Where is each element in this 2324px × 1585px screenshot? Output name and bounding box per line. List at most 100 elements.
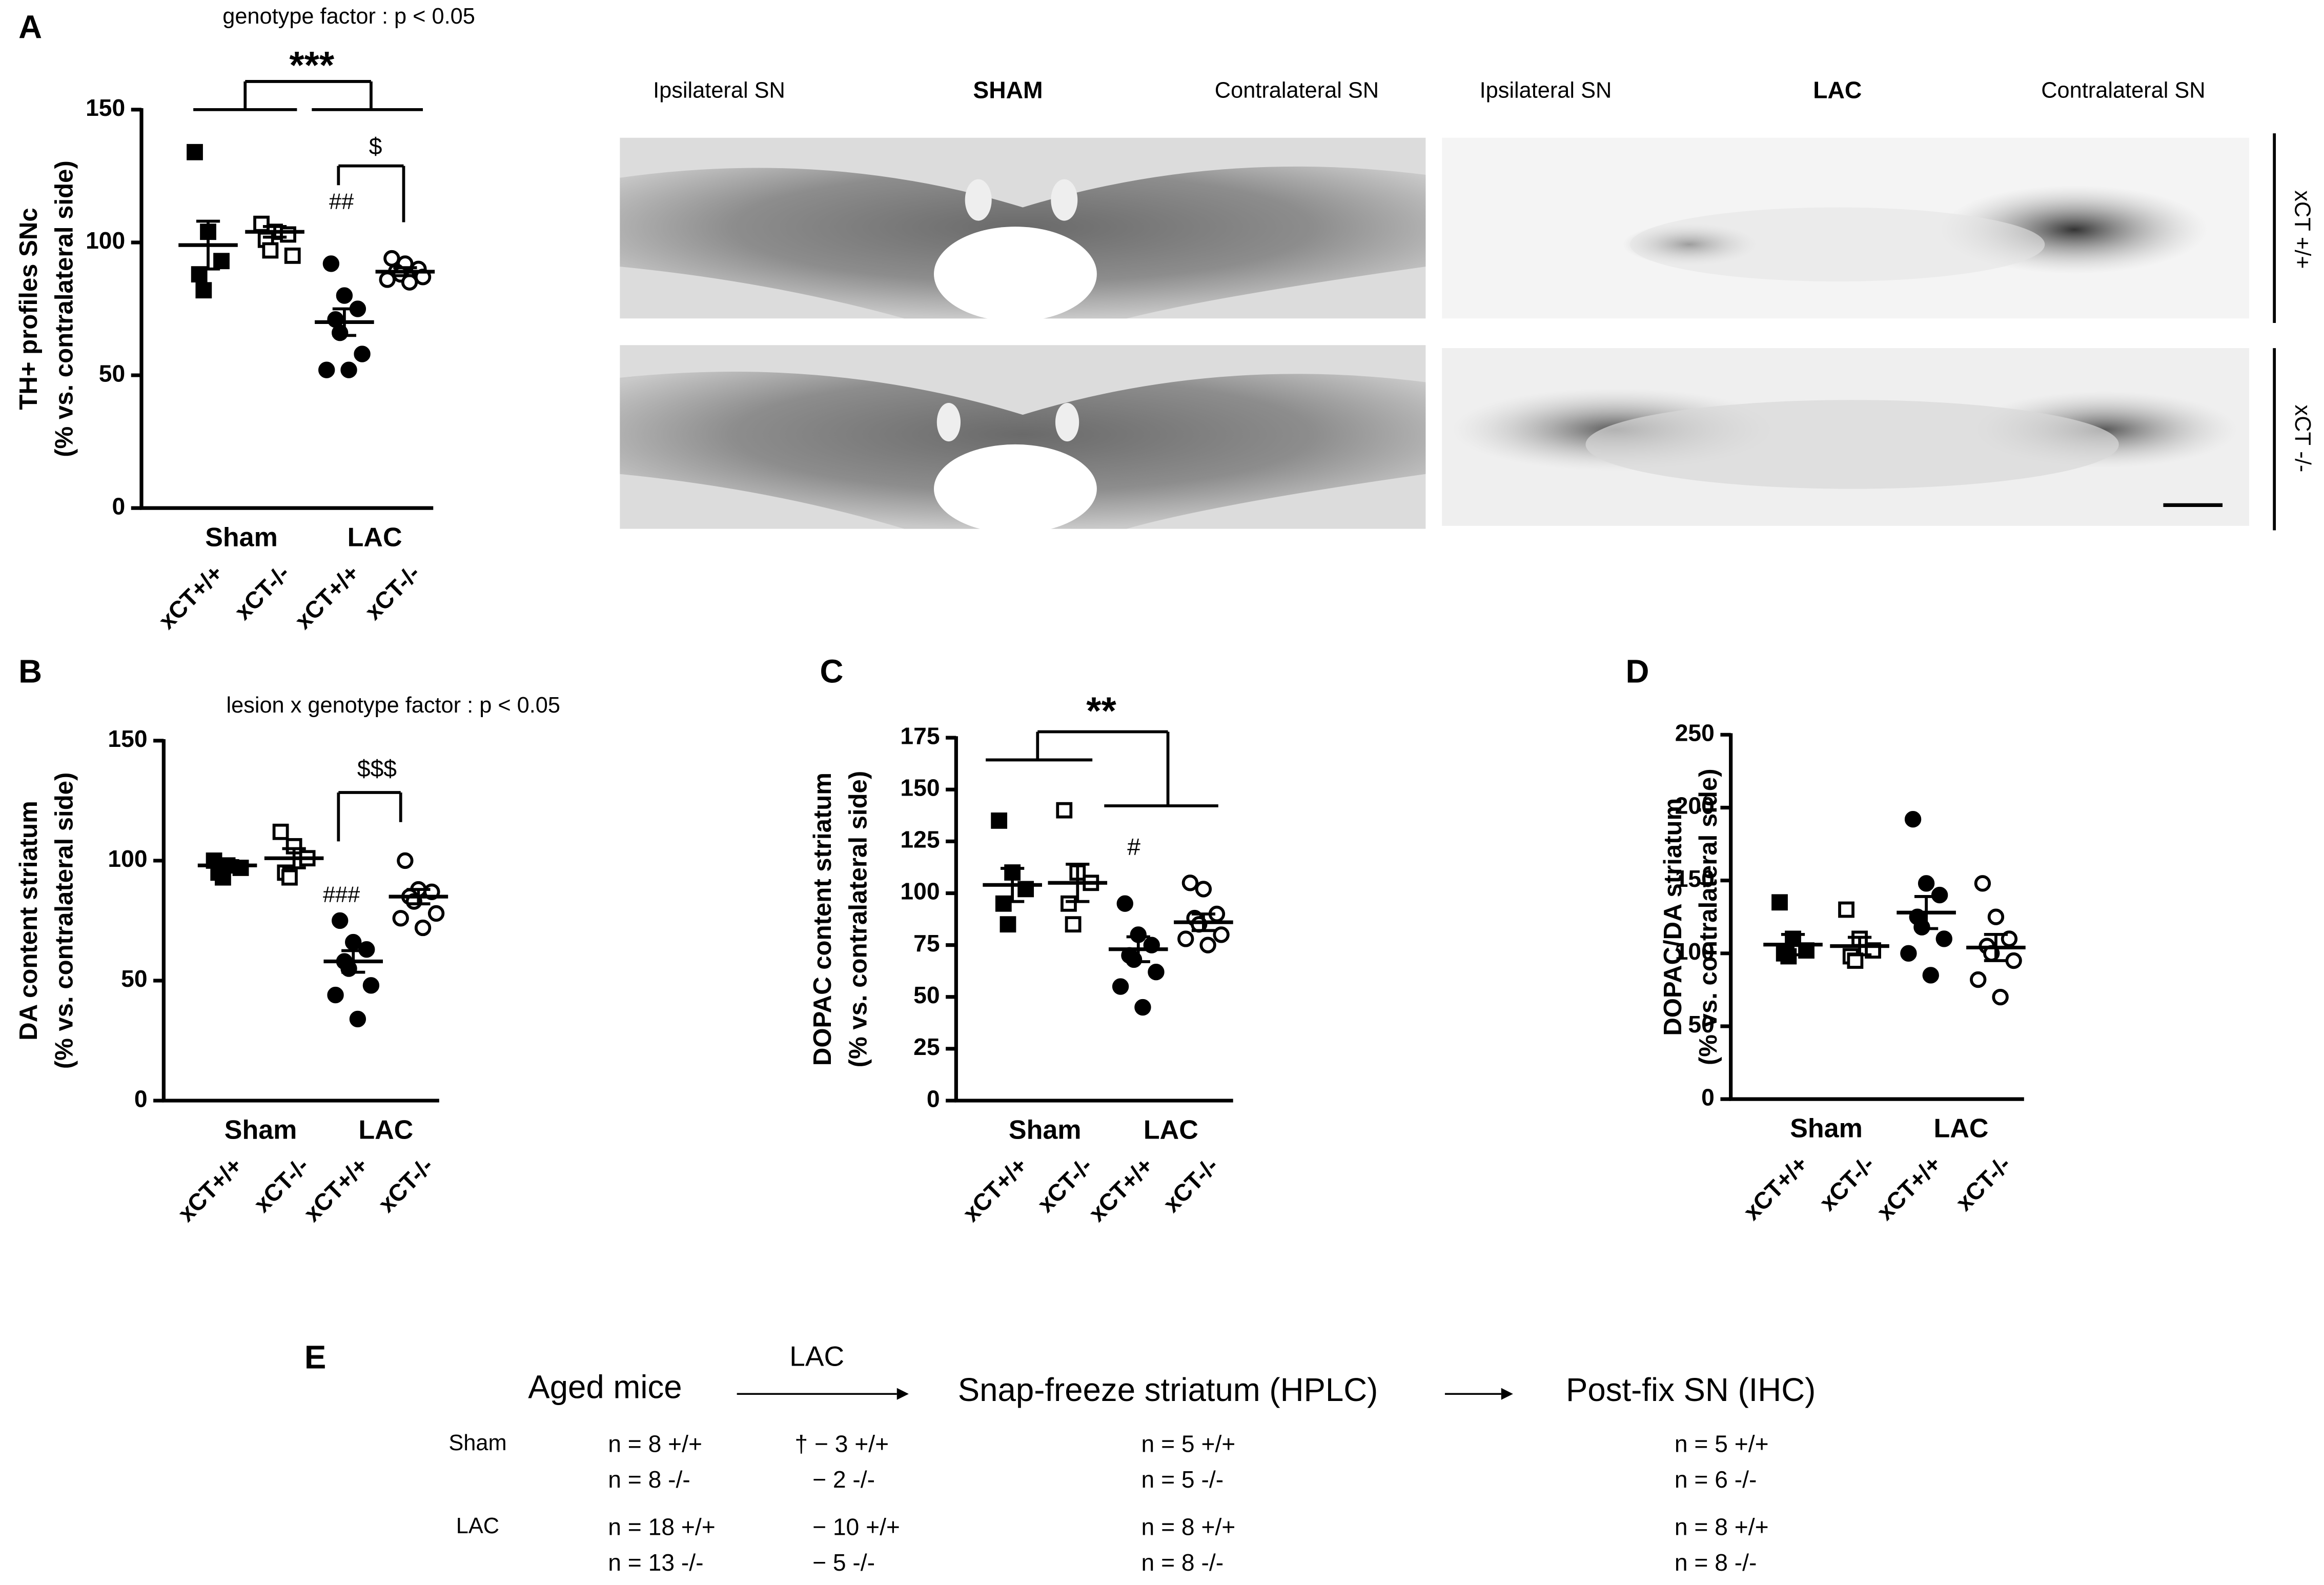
data-point	[187, 144, 203, 160]
subtitle: lesion x genotype factor : p < 0.05	[226, 693, 560, 718]
data-point	[362, 977, 380, 994]
significance-annotation: $	[369, 133, 382, 159]
data-point	[284, 247, 301, 264]
y-tick-label: 100	[1675, 938, 1715, 965]
data-point	[379, 271, 396, 288]
data-point	[215, 869, 231, 886]
flow-step: Aged mice	[528, 1369, 682, 1405]
data-point	[345, 933, 362, 951]
y-tick-label: 150	[86, 94, 125, 121]
group-label: LAC	[1934, 1114, 1989, 1144]
flow-count: † − 3 +/+	[794, 1431, 889, 1457]
flow-count: n = 8 +/+	[1675, 1513, 1769, 1540]
significance-annotation: ###	[323, 883, 360, 907]
data-point	[336, 287, 353, 304]
data-point	[253, 215, 270, 232]
y-tick-label: 150	[1675, 865, 1715, 892]
data-point	[1000, 916, 1016, 933]
data-point	[327, 986, 344, 1004]
data-point	[1181, 875, 1199, 891]
significance-annotation: ***	[289, 44, 334, 87]
group-label: LAC	[358, 1115, 413, 1145]
y-tick-label: 125	[900, 826, 940, 853]
y-tick-label: 0	[1701, 1084, 1715, 1110]
data-point	[332, 912, 349, 929]
data-point	[1112, 978, 1129, 995]
y-tick-label: 50	[913, 982, 940, 1008]
data-point	[995, 895, 1012, 912]
y-axis-label: DA content striatum	[15, 801, 43, 1040]
data-point	[195, 282, 212, 299]
data-point	[213, 253, 230, 270]
flow-step: Post-fix SN (IHC)	[1566, 1372, 1816, 1408]
significance-annotation: **	[1086, 689, 1116, 733]
data-point	[383, 250, 400, 267]
data-point	[1900, 945, 1917, 962]
data-point	[1065, 916, 1082, 933]
y-axis-label: DOPAC content striatum	[809, 773, 837, 1066]
y-tick-label: 200	[1675, 792, 1715, 819]
y-tick-label: 50	[121, 965, 147, 992]
data-point	[1771, 894, 1788, 911]
group-label: Sham	[225, 1115, 297, 1145]
micrograph-title: SHAM	[973, 76, 1043, 103]
y-axis-label: TH+ profiles SNc	[15, 208, 43, 410]
micrograph-side-label: Contralateral SN	[1215, 78, 1379, 103]
group-label: Sham	[1790, 1114, 1863, 1144]
y-tick-label: 100	[900, 878, 940, 905]
y-tick-label: 50	[99, 360, 125, 387]
group-label: LAC	[1144, 1115, 1198, 1145]
data-point	[262, 242, 279, 259]
y-tick-label: 75	[913, 930, 940, 957]
data-point	[1974, 875, 1991, 892]
data-point	[1056, 802, 1073, 819]
data-point	[397, 852, 414, 869]
flow-count: n = 8 +/+	[1141, 1513, 1236, 1540]
group-label: LAC	[348, 523, 402, 553]
flow-arrow-head	[1501, 1388, 1513, 1400]
data-point	[1992, 988, 2009, 1006]
flow-count: n = 5 -/-	[1141, 1466, 1224, 1493]
panel-label: D	[1625, 654, 1649, 690]
group-label: Sham	[205, 523, 278, 553]
data-point	[281, 869, 298, 886]
micrograph-row-label: xCT -/-	[2290, 405, 2315, 473]
data-point	[1061, 895, 1077, 912]
data-point	[2005, 952, 2022, 969]
panel-label: E	[304, 1339, 326, 1376]
micrograph-lac-ko	[1442, 348, 2250, 526]
data-point	[1987, 908, 2005, 925]
significance-annotation: $$$	[357, 755, 397, 782]
data-point	[1922, 967, 1939, 984]
subtitle: genotype factor : p < 0.05	[222, 4, 475, 29]
y-tick-label: 0	[927, 1085, 940, 1112]
data-point	[1134, 999, 1151, 1016]
flow-group-label: Sham	[449, 1431, 506, 1455]
panel-label: A	[18, 9, 42, 46]
significance-annotation: #	[1127, 834, 1140, 860]
micrograph-sham-wt	[620, 137, 1426, 322]
flow-count: n = 18 +/+	[608, 1513, 715, 1540]
data-point	[318, 361, 335, 378]
data-point	[327, 311, 344, 328]
flow-count: n = 6 -/-	[1675, 1466, 1757, 1493]
data-point	[354, 346, 371, 362]
flow-count: n = 8 +/+	[608, 1431, 702, 1457]
micrograph-lac-wt	[1442, 137, 2250, 319]
data-point	[1116, 895, 1133, 912]
y-axis-label: (% vs. contralateral side)	[844, 771, 872, 1068]
flow-count: − 2 -/-	[812, 1466, 875, 1493]
flow-count: n = 5 +/+	[1141, 1431, 1236, 1457]
micrograph-side-label: Ipsilateral SN	[653, 78, 785, 103]
group-label: Sham	[1009, 1115, 1082, 1145]
data-point	[427, 905, 445, 922]
micrograph-sham-ko	[620, 345, 1426, 534]
panel-label: C	[820, 654, 843, 690]
data-point	[340, 361, 357, 378]
data-point	[322, 255, 340, 272]
y-axis-label: (% vs. contralateral side)	[1695, 768, 1722, 1065]
data-point	[1970, 971, 1987, 988]
flow-count: n = 8 -/-	[1141, 1549, 1224, 1576]
flow-step: Snap-freeze striatum (HPLC)	[958, 1372, 1378, 1408]
y-axis-label: DOPAC/DA striatum	[1659, 798, 1687, 1036]
